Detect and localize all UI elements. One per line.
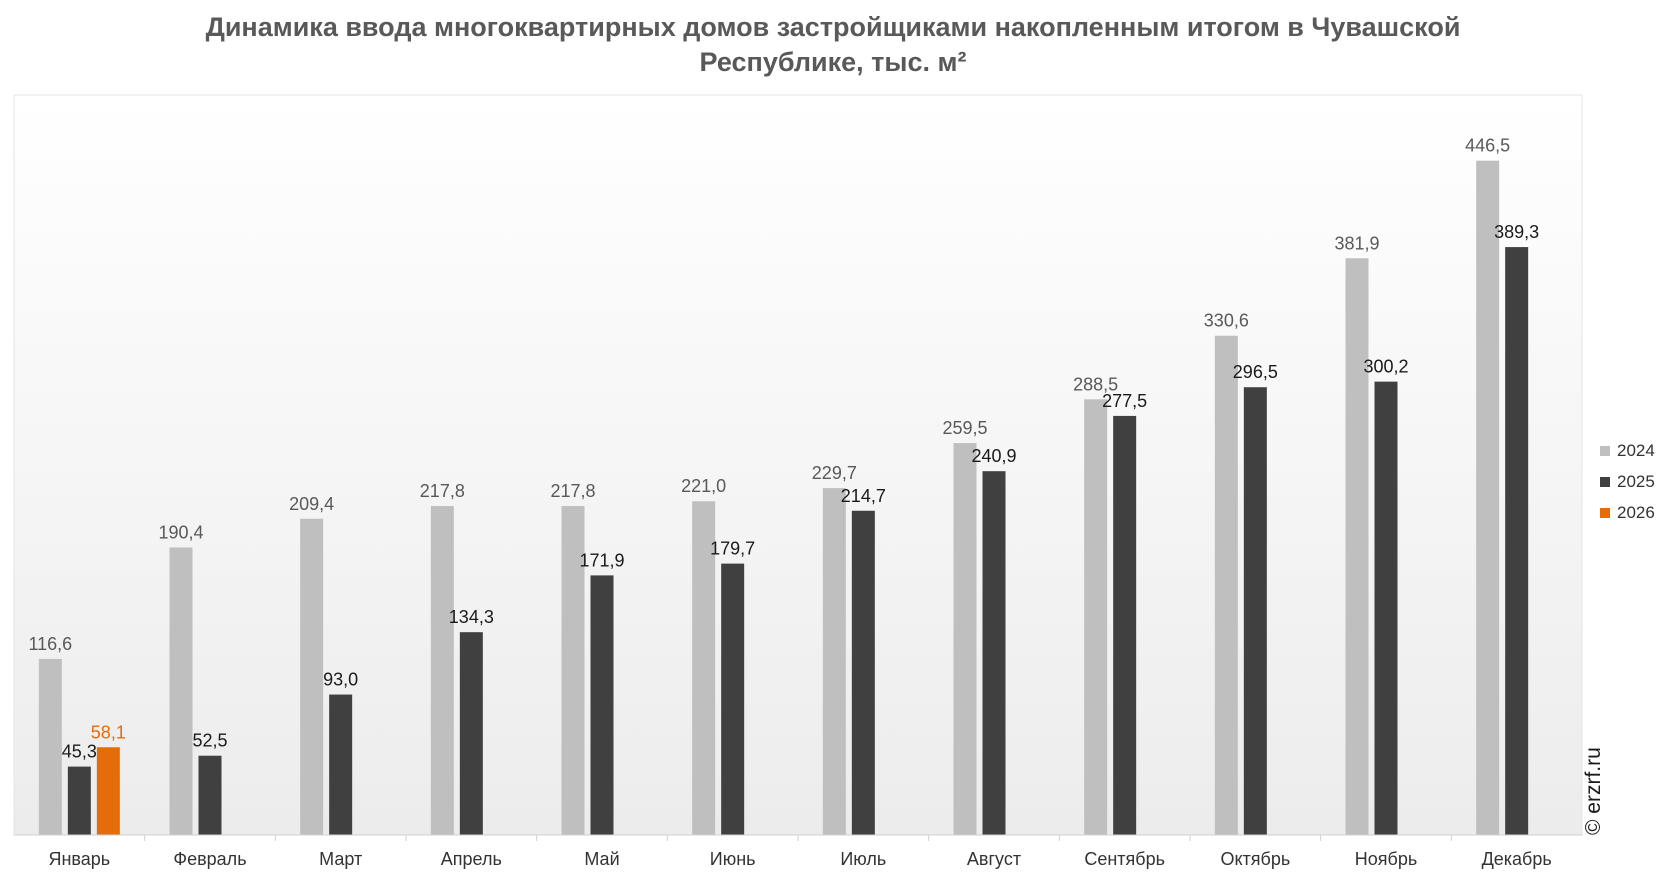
data-label-2025: 52,5 xyxy=(192,731,227,751)
bar-2024 xyxy=(430,506,454,835)
x-tick-label: Январь xyxy=(48,849,110,869)
bar-2025 xyxy=(721,563,745,835)
data-labels-layer: 116,6 45,358,1 190,4 52,5 209,4 93,0 217,8 134,… xyxy=(28,136,1539,762)
bar-2025 xyxy=(1505,247,1529,836)
legend-swatch-2026 xyxy=(1600,507,1610,518)
data-label-2025: 214,7 xyxy=(841,486,886,506)
x-tick-label: Апрель xyxy=(441,849,502,869)
legend: 2024 2025 2026 xyxy=(1600,435,1655,528)
chart-title-line-1: Динамика ввода многоквартирных домов зас… xyxy=(205,12,1461,42)
data-label-2025: 45,3 xyxy=(62,742,97,762)
data-label-2025: 300,2 xyxy=(1363,357,1408,377)
legend-item-2024: 2024 xyxy=(1600,435,1655,466)
data-label-2024: 190,4 xyxy=(158,522,203,542)
bar-2025 xyxy=(590,575,614,835)
x-tick-label: Август xyxy=(967,849,1021,869)
bar-2025 xyxy=(1243,387,1267,835)
bar-2024 xyxy=(822,488,846,835)
legend-label-2025: 2025 xyxy=(1617,471,1655,491)
watermark: © erzrf.ru xyxy=(1582,747,1605,835)
bar-2024 xyxy=(1476,160,1500,836)
x-tick-label: Сентябрь xyxy=(1084,849,1165,869)
data-label-2024: 221,0 xyxy=(681,476,726,496)
data-label-2024: 116,6 xyxy=(28,634,72,654)
legend-swatch-2025 xyxy=(1600,476,1610,487)
legend-item-2025: 2025 xyxy=(1600,466,1655,497)
data-label-2025: 240,9 xyxy=(971,446,1016,466)
x-tick-label: Июль xyxy=(840,849,886,869)
chart-title-line-2: Республике, тыс. м² xyxy=(699,47,967,77)
bar-2025 xyxy=(329,694,353,835)
data-label-2025: 171,9 xyxy=(579,550,624,570)
x-tick-label: Февраль xyxy=(173,849,246,869)
x-axis: Январь Февраль Март Апрель Май Июнь Июль Август… xyxy=(14,834,1582,869)
bar-2024 xyxy=(692,501,716,835)
data-label-2024: 381,9 xyxy=(1334,233,1379,253)
bar-2024 xyxy=(1345,258,1369,835)
bar-2025 xyxy=(459,632,483,835)
data-label-2025: 389,3 xyxy=(1494,222,1539,242)
data-label-2024: 229,7 xyxy=(812,463,857,483)
data-label-2024: 330,6 xyxy=(1204,311,1249,331)
x-tick-label: Октябрь xyxy=(1220,849,1290,869)
legend-label-2026: 2026 xyxy=(1617,502,1655,522)
chart-title: Динамика ввода многоквартирных домов зас… xyxy=(0,10,1666,80)
x-tick-label: Декабрь xyxy=(1482,849,1552,869)
bar-2024 xyxy=(561,506,585,835)
bar-2024 xyxy=(1214,335,1238,835)
x-tick-label: Ноябрь xyxy=(1355,849,1417,869)
data-label-2026: 58,1 xyxy=(91,722,126,742)
legend-item-2026: 2026 xyxy=(1600,497,1655,528)
bar-2024 xyxy=(300,518,324,835)
x-tick-label: Июнь xyxy=(710,849,756,869)
bar-2025 xyxy=(198,755,222,835)
bar-2025 xyxy=(1113,415,1137,835)
data-label-2024: 288,5 xyxy=(1073,374,1118,394)
data-label-2025: 296,5 xyxy=(1233,362,1278,382)
bar-2025 xyxy=(851,510,875,835)
bar-2024 xyxy=(38,658,62,835)
bar-2026 xyxy=(96,747,120,835)
bar-2024 xyxy=(1084,399,1108,835)
x-tick-label: Май xyxy=(584,849,619,869)
bar-2025 xyxy=(67,766,91,835)
data-label-2025: 277,5 xyxy=(1102,391,1147,411)
bar-2025 xyxy=(982,471,1006,835)
legend-swatch-2024 xyxy=(1600,445,1610,456)
data-label-2024: 259,5 xyxy=(942,418,987,438)
data-label-2024: 209,4 xyxy=(289,494,334,514)
data-label-2024: 217,8 xyxy=(550,481,595,501)
x-tick-label: Март xyxy=(319,849,362,869)
bar-2024 xyxy=(169,547,193,835)
data-label-2025: 134,3 xyxy=(449,607,494,627)
bars-layer xyxy=(38,160,1529,836)
legend-label-2024: 2024 xyxy=(1617,440,1655,460)
bar-2025 xyxy=(1374,381,1398,835)
plot-area xyxy=(13,94,1583,836)
data-label-2025: 93,0 xyxy=(323,670,358,690)
bar-2024 xyxy=(953,443,977,835)
data-label-2024: 446,5 xyxy=(1465,136,1510,156)
data-label-2025: 179,7 xyxy=(710,539,755,559)
data-label-2024: 217,8 xyxy=(420,481,465,501)
